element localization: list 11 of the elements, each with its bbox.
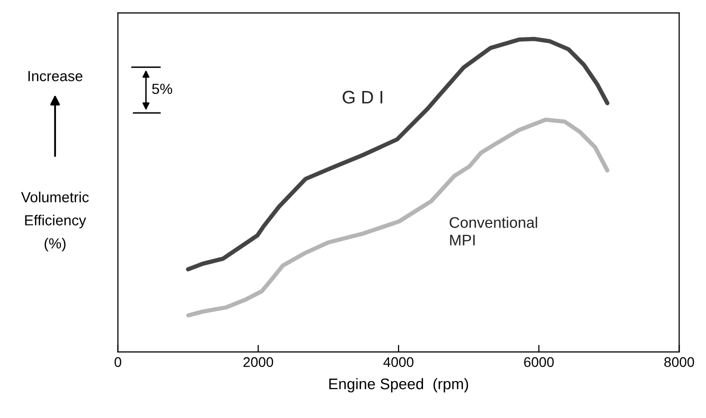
x-tick-label: 2000 — [243, 357, 274, 368]
x-tick-label: 8000 — [664, 357, 694, 368]
x-tick-label: 6000 — [524, 357, 554, 368]
x-axis-title: Engine Speed (rpm) — [329, 378, 468, 392]
series-label: Conventional MPI — [450, 216, 538, 246]
series-label: G D I — [342, 90, 382, 104]
text: Increase — [28, 71, 82, 82]
x-tick-label: 0 — [114, 357, 122, 368]
annotation: 5% — [152, 84, 172, 94]
x-tick-label: 4000 — [383, 357, 414, 368]
y-axis-title: Volumetric Efficiency (%) — [21, 192, 89, 252]
